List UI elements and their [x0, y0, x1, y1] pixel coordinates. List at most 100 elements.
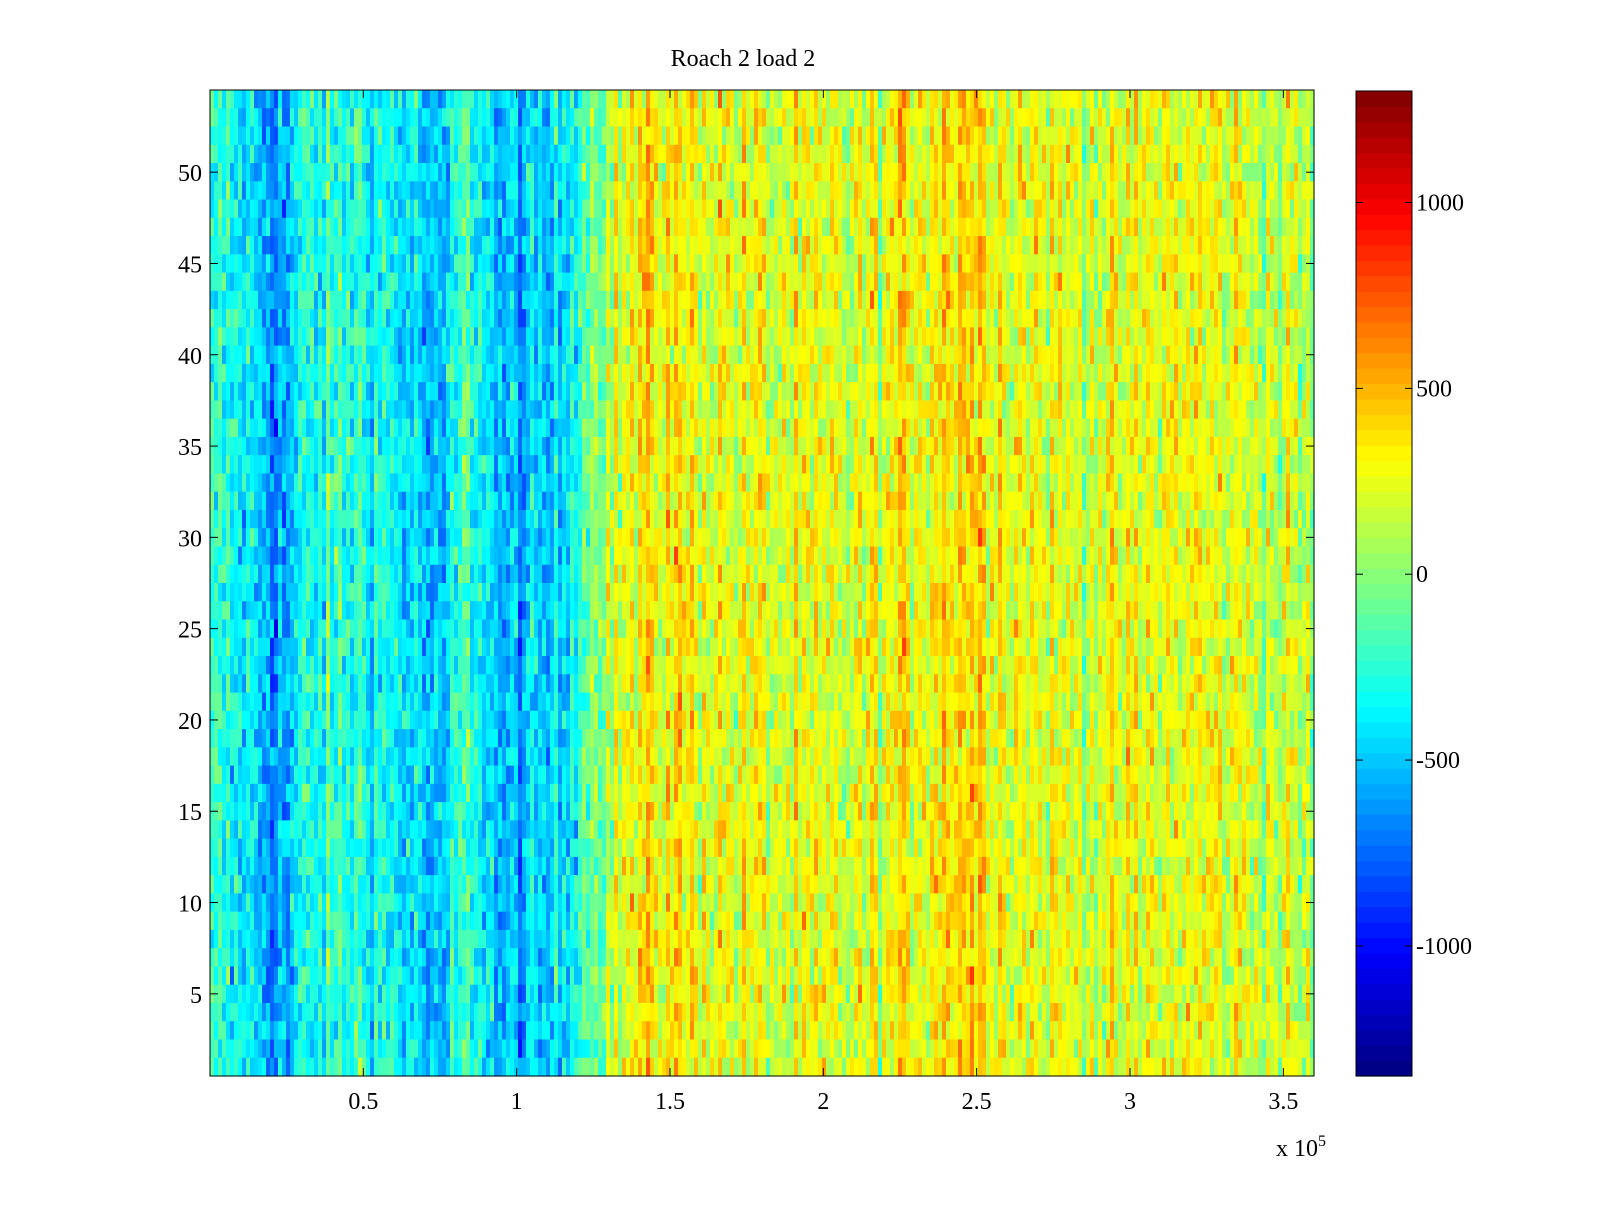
heatmap-cell: [1046, 400, 1051, 420]
heatmap-cell: [826, 290, 831, 310]
heatmap-cell: [510, 217, 515, 237]
heatmap-cell: [302, 382, 307, 402]
heatmap-cell: [934, 290, 939, 310]
heatmap-cell: [558, 254, 563, 274]
heatmap-cell: [890, 363, 895, 383]
heatmap-cell: [366, 254, 371, 274]
heatmap-cell: [858, 217, 863, 237]
heatmap-cell: [398, 144, 403, 164]
heatmap-cell: [706, 309, 711, 328]
heatmap-cell: [1126, 181, 1131, 201]
heatmap-cell: [690, 217, 695, 237]
heatmap-cell: [1214, 144, 1219, 164]
heatmap-cell: [778, 327, 783, 347]
heatmap-cell: [270, 108, 275, 128]
heatmap-cell: [882, 144, 887, 164]
heatmap-cell: [782, 144, 787, 164]
heatmap-cell: [830, 400, 835, 420]
heatmap-cell: [850, 272, 855, 292]
heatmap-cell: [922, 217, 927, 237]
heatmap-cell: [566, 144, 571, 164]
heatmap-cell: [478, 126, 483, 146]
heatmap-cell: [686, 108, 691, 128]
heatmap-cell: [778, 382, 783, 402]
heatmap-cell: [426, 108, 431, 128]
heatmap-cell: [914, 236, 919, 255]
heatmap-cell: [1070, 199, 1075, 219]
heatmap-cell: [1286, 254, 1291, 274]
heatmap-cell: [394, 126, 399, 146]
heatmap-cell: [770, 290, 775, 310]
heatmap-cell: [314, 272, 319, 292]
heatmap-cell: [754, 126, 759, 146]
heatmap-cell: [1078, 108, 1083, 128]
heatmap-cell: [1094, 217, 1099, 237]
heatmap-cell: [830, 327, 835, 347]
heatmap-cell: [994, 363, 999, 383]
heatmap-cell: [1022, 90, 1027, 109]
heatmap-cell: [582, 290, 587, 310]
heatmap-cell: [238, 163, 243, 182]
heatmap-cell: [302, 345, 307, 365]
heatmap-cell: [334, 217, 339, 237]
heatmap-cell: [634, 327, 639, 347]
heatmap-cell: [670, 272, 675, 292]
heatmap-cell: [942, 272, 947, 292]
heatmap-cell: [906, 272, 911, 292]
heatmap-cell: [1050, 327, 1055, 347]
heatmap-cell: [342, 254, 347, 274]
heatmap-cell: [1006, 327, 1011, 347]
heatmap-cell: [722, 217, 727, 237]
heatmap-cell: [694, 181, 699, 201]
heatmap-cell: [1206, 363, 1211, 383]
heatmap-cell: [1158, 254, 1163, 274]
heatmap-cell: [690, 363, 695, 383]
heatmap-cell: [354, 309, 359, 328]
heatmap-cell: [442, 254, 447, 274]
heatmap-cell: [1162, 236, 1167, 255]
heatmap-cell: [530, 126, 535, 146]
heatmap-cell: [354, 254, 359, 274]
heatmap-cell: [278, 272, 283, 292]
heatmap-cell: [378, 236, 383, 255]
heatmap-cell: [630, 290, 635, 310]
heatmap-cell: [1178, 254, 1183, 274]
heatmap-cell: [330, 108, 335, 128]
heatmap-cell: [322, 327, 327, 347]
heatmap-cell: [458, 382, 463, 402]
heatmap-cell: [282, 400, 287, 420]
heatmap-cell: [1178, 108, 1183, 128]
heatmap-cell: [314, 400, 319, 420]
heatmap-cell: [1138, 309, 1143, 328]
heatmap-cell: [802, 163, 807, 182]
heatmap-cell: [362, 108, 367, 128]
heatmap-cell: [234, 363, 239, 383]
heatmap-cell: [754, 163, 759, 182]
heatmap-cell: [542, 144, 547, 164]
heatmap-cell: [282, 90, 287, 109]
heatmap-cell: [466, 363, 471, 383]
heatmap-cell: [354, 126, 359, 146]
heatmap-cell: [618, 236, 623, 255]
heatmap-cell: [746, 345, 751, 365]
heatmap-cell: [798, 90, 803, 109]
heatmap-cell: [318, 181, 323, 201]
heatmap-cell: [214, 327, 219, 347]
heatmap-cell: [914, 181, 919, 201]
heatmap-cell: [986, 199, 991, 219]
heatmap-cell: [406, 163, 411, 182]
heatmap-cell: [550, 400, 555, 420]
heatmap-cell: [862, 217, 867, 237]
heatmap-cell: [690, 400, 695, 420]
heatmap-cell: [1186, 163, 1191, 182]
heatmap-cell: [634, 126, 639, 146]
heatmap-cell: [1158, 290, 1163, 310]
heatmap-cell: [354, 345, 359, 365]
heatmap-cell: [854, 290, 859, 310]
heatmap-cell: [1258, 272, 1263, 292]
heatmap-cell: [1234, 345, 1239, 365]
heatmap-cell: [526, 345, 531, 365]
heatmap-cell: [214, 217, 219, 237]
heatmap-cell: [1066, 236, 1071, 255]
heatmap-cell: [506, 290, 511, 310]
